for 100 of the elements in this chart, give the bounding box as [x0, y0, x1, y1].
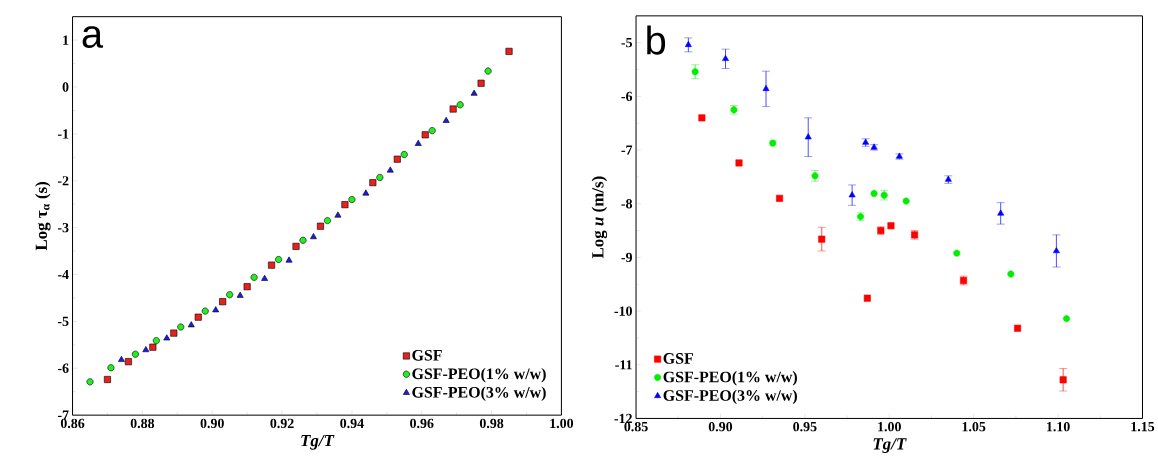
point — [212, 306, 220, 312]
point — [86, 378, 94, 386]
annotation: a — [82, 25, 104, 48]
y-tick-label: -1 — [57, 129, 69, 139]
y-tick-label: -11 — [615, 359, 632, 370]
point — [369, 178, 377, 186]
point — [163, 334, 171, 341]
x-tick-label: 0.86 — [60, 418, 85, 428]
point — [953, 249, 961, 257]
x-tick-label: 0.90 — [200, 418, 224, 428]
x-axis-title: Tg/T — [873, 438, 907, 453]
y-tick-label: -4 — [57, 269, 69, 279]
point — [275, 255, 283, 263]
x-tick-label: 0.98 — [479, 418, 504, 428]
annotation: b — [647, 25, 666, 55]
point — [194, 313, 202, 321]
point — [414, 139, 422, 146]
point — [421, 131, 429, 139]
point — [735, 159, 743, 167]
point — [477, 79, 485, 87]
point — [310, 232, 317, 239]
x-axis-title: Tg/T — [301, 434, 335, 450]
point — [362, 189, 370, 196]
point — [376, 173, 384, 181]
point — [299, 236, 307, 244]
y-tick-label: 0 — [62, 82, 69, 92]
point — [261, 274, 268, 281]
y-tick-label: -7 — [57, 410, 69, 420]
point — [470, 89, 478, 96]
legend-label: GSF-PEO(3% w/w) — [663, 389, 797, 404]
y-tick-label: -9 — [621, 252, 633, 262]
legend-label: GSF — [663, 352, 693, 364]
point — [131, 350, 139, 358]
point — [243, 282, 251, 290]
y-tick-label: 1 — [63, 35, 69, 45]
y-tick-label: -5 — [57, 316, 69, 326]
point — [804, 133, 812, 140]
x-tick-label: 1.05 — [962, 421, 986, 432]
x-tick-label: 0.85 — [624, 421, 648, 432]
point — [323, 216, 331, 224]
point — [201, 307, 209, 315]
point — [268, 261, 276, 269]
point — [902, 197, 910, 205]
point — [722, 54, 729, 61]
point — [219, 297, 227, 305]
point — [428, 126, 436, 134]
x-tick-label: 1.10 — [1047, 421, 1070, 432]
point — [348, 195, 356, 203]
point — [152, 336, 160, 344]
point — [250, 273, 258, 281]
x-tick-label: 1.00 — [550, 418, 574, 428]
point — [316, 222, 324, 230]
legend-label: GSF-PEO(1% w/w) — [412, 367, 546, 383]
point — [1014, 324, 1022, 332]
point — [997, 209, 1005, 216]
point — [484, 67, 492, 75]
point — [1059, 376, 1067, 384]
point — [177, 323, 185, 331]
y-tick-label: -6 — [621, 91, 633, 101]
y-tick-label: -8 — [621, 198, 633, 209]
y-axis-title: Log τ$_{α}$ (s) — [35, 181, 51, 251]
point — [107, 364, 115, 372]
x-tick-label: 0.88 — [130, 418, 155, 428]
x-tick-label: 0.92 — [270, 418, 294, 428]
x-tick-label: 0.90 — [708, 421, 733, 432]
point — [776, 194, 784, 202]
point — [818, 235, 826, 243]
point — [1007, 270, 1015, 278]
y-tick-label: -2 — [57, 175, 69, 186]
point — [226, 290, 234, 298]
point — [285, 256, 293, 263]
point — [149, 343, 157, 351]
point — [505, 47, 513, 55]
point — [863, 294, 871, 302]
point — [442, 116, 450, 123]
y-tick-label: -12 — [614, 413, 632, 423]
point — [103, 375, 111, 383]
y-tick-label: -3 — [57, 222, 69, 233]
legend-label: GSF — [412, 349, 442, 361]
point — [236, 291, 244, 298]
x-tick-label: 0.96 — [410, 418, 434, 428]
point — [334, 211, 342, 218]
point — [887, 222, 895, 229]
y-tick-label: -6 — [57, 363, 69, 373]
point — [142, 345, 150, 352]
y-tick-label: -7 — [621, 145, 633, 155]
point — [870, 189, 878, 197]
legend-label: GSF-PEO(1% w/w) — [663, 370, 797, 386]
point — [187, 321, 195, 327]
point — [393, 155, 401, 163]
point — [698, 114, 706, 122]
y-tick-label: -10 — [614, 306, 632, 316]
point — [1063, 314, 1071, 322]
y-axis-title: Log u (m/s) — [591, 176, 608, 258]
point — [292, 242, 300, 250]
point — [341, 200, 349, 208]
point — [762, 84, 770, 91]
x-tick-label: 1.15 — [1131, 421, 1155, 432]
x-tick-label: 1.00 — [878, 421, 901, 432]
legend-label: GSF-PEO(3% w/w) — [412, 386, 546, 401]
